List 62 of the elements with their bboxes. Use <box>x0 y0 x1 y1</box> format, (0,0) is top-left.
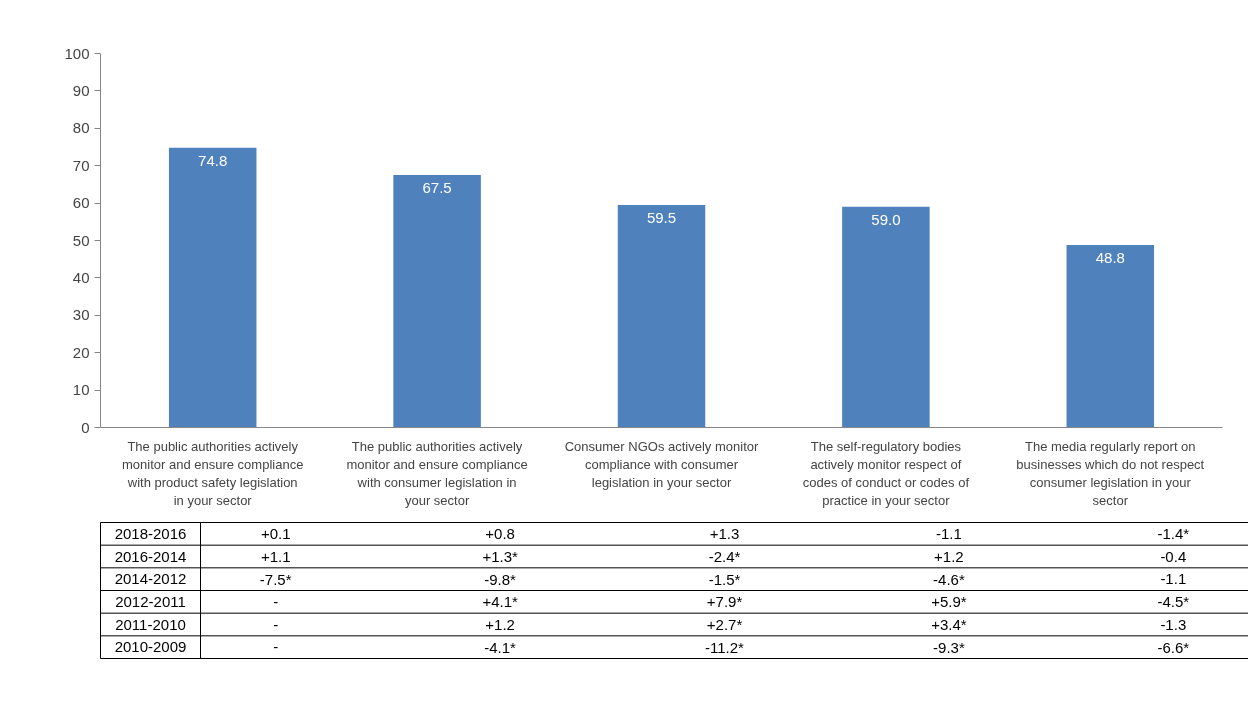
y-tick-label: 30 <box>72 306 90 324</box>
y-tick-label: 100 <box>64 44 90 62</box>
x-tick-label: Consumer NGOs actively monitor compliance with consumer legislation in your sector <box>564 438 759 490</box>
x-tick-label: The media regularly report on businesses which do not respect consumer legislation in your sector <box>1016 438 1205 508</box>
y-tick-label: 70 <box>72 156 90 174</box>
y-tick-label: 10 <box>72 381 90 399</box>
text: -9.8* <box>484 570 517 588</box>
bar <box>168 147 257 428</box>
y-tick-label: 60 <box>72 194 90 212</box>
text: +1.2 <box>485 615 515 633</box>
text: +1.3* <box>482 548 518 565</box>
data-label: 67.5 <box>422 179 452 197</box>
text: -9.3* <box>933 638 965 656</box>
text: -1.1 <box>1160 570 1187 588</box>
text: - <box>273 638 279 656</box>
text: -4.6* <box>933 570 965 588</box>
data-label: 74.8 <box>198 151 228 169</box>
text: 2010-2009 <box>114 638 187 656</box>
y-tick-label: 0 <box>81 418 90 436</box>
text: 2012-2011 <box>115 592 186 610</box>
y-tick-label: 20 <box>72 343 90 361</box>
bar <box>842 206 930 428</box>
text: - <box>273 592 279 610</box>
text: +7.9* <box>706 593 743 611</box>
y-tick-label: 40 <box>72 268 90 286</box>
text: -0.4 <box>1160 547 1187 565</box>
bar <box>617 204 706 428</box>
text: -1.5* <box>708 570 741 588</box>
text: 2018-2016 <box>114 524 187 542</box>
text: +1.3 <box>709 524 740 542</box>
text: -1.3 <box>1160 615 1187 633</box>
y-tick-label: 50 <box>72 231 90 249</box>
text: +0.1 <box>260 524 291 542</box>
text: +5.9* <box>931 593 967 611</box>
text: 2016-2014 <box>114 547 187 565</box>
text: 2014-2012 <box>114 570 187 588</box>
data-label: 59.5 <box>646 208 677 226</box>
x-tick-label: The public authorities actively monitor and ensure compliance with product safety legislation in your sector <box>122 438 304 508</box>
bar <box>1066 244 1155 428</box>
y-tick-label: 80 <box>72 119 90 137</box>
text: -7.5* <box>259 570 292 588</box>
text: -11.2* <box>705 638 745 656</box>
x-tick-label: The self-regulatory bodies actively monitor respect of codes of conduct or codes of practice in your sector <box>802 438 970 508</box>
text: +0.8 <box>485 524 515 542</box>
text: +2.7* <box>706 616 743 633</box>
text: -2.4* <box>708 548 741 565</box>
bar <box>393 175 481 428</box>
y-tick-label: 90 <box>72 81 90 99</box>
text: -4.5* <box>1157 593 1190 611</box>
text: +4.1* <box>482 593 518 611</box>
text: -1.1 <box>935 524 962 542</box>
text: +1.1 <box>260 547 291 565</box>
text: -6.6* <box>1157 638 1190 656</box>
data-label: 48.8 <box>1095 248 1125 266</box>
data-label: 59.0 <box>871 210 901 228</box>
text: -4.1* <box>484 638 517 656</box>
text: +1.2 <box>934 547 964 565</box>
text: 2011-2010 <box>115 615 186 633</box>
text: +3.4* <box>931 616 967 633</box>
text: -1.4* <box>1157 525 1190 543</box>
text: - <box>273 615 279 633</box>
x-tick-label: The public authorities actively monitor and ensure compliance with consumer legislation in your sector <box>346 438 528 508</box>
